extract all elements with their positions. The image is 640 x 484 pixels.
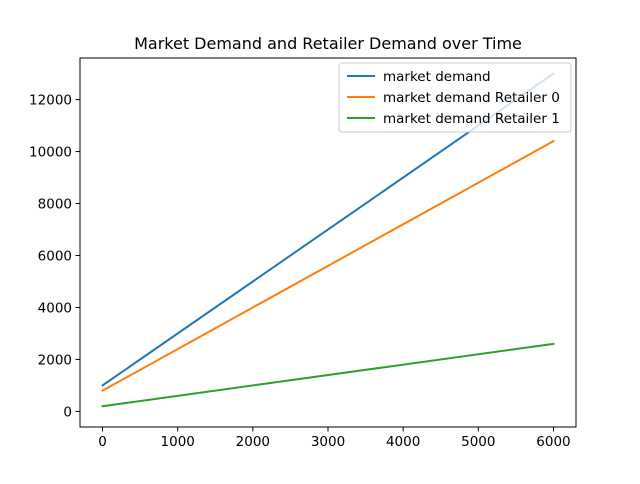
x-tick-label: 4000 [386,434,420,450]
y-tick-label: 4000 [38,300,72,316]
plot-area: 0 1000 2000 3000 4000 5000 6000 0 2000 4000 6000 80… [29,57,577,450]
legend-label-2: market demand Retailer 1 [383,111,560,127]
x-tick-label: 0 [98,434,107,450]
legend: market demand market demand Retailer 0 mar… [338,62,572,133]
x-tick-label: 6000 [536,434,570,450]
x-tick-label: 5000 [461,434,495,450]
series-line-1 [101,139,555,392]
x-tick-label: 2000 [236,434,270,450]
x-tick-label: 3000 [311,434,345,450]
y-tick-label: 10000 [29,145,72,161]
y-tick-label: 6000 [38,248,72,264]
legend-label-1: market demand Retailer 0 [383,90,560,106]
x-tick-label: 1000 [161,434,195,450]
y-tick-label: 8000 [38,197,72,213]
legend-label-0: market demand [383,69,491,85]
legend-box [338,62,572,133]
y-tick-label: 0 [63,404,72,420]
y-tick-label: 12000 [29,93,72,109]
y-tick-label: 2000 [38,352,72,368]
series-line-2 [101,342,555,408]
chart-title: Market Demand and Retailer Demand over T… [134,34,522,53]
